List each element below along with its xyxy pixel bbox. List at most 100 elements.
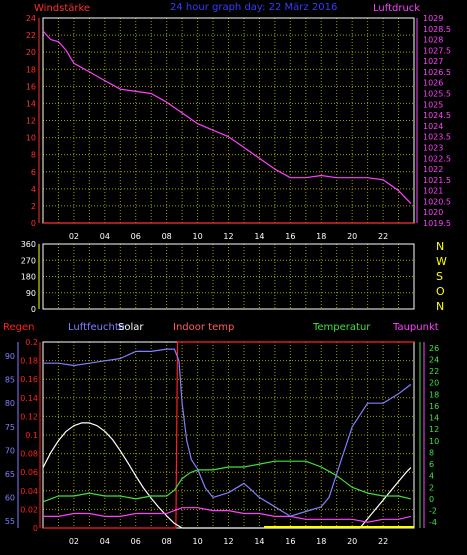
compass-label: S: [436, 270, 443, 283]
rain-y-tick-label: 0.12: [20, 412, 38, 421]
compass-label: W: [436, 255, 447, 268]
temperature-y-tick-label: 20: [429, 379, 439, 388]
graph-title: 24 hour graph day: 22 März 2016: [170, 2, 337, 13]
temperature-y-tick-label: 0: [429, 495, 434, 504]
humidity-y-tick-label: 70: [5, 446, 15, 455]
wind-y-tick-label: 22: [26, 31, 36, 40]
humidity-y-tick-label: 75: [5, 423, 15, 432]
windstaerke-label: Windstärke: [34, 3, 90, 14]
climate-x-tick-label: 04: [100, 537, 110, 546]
wind-x-tick-label: 02: [69, 232, 79, 241]
climate-x-tick-label: 02: [69, 537, 79, 546]
temperature-y-tick-label: 2: [429, 483, 434, 492]
temperature-y-tick-label: 14: [429, 414, 439, 423]
wind-y-tick-label: 0: [31, 219, 36, 228]
temperatur-label: Temperatur: [312, 322, 371, 333]
temperature-y-tick-label: 12: [429, 425, 439, 434]
luftdruck-label: Luftdruck: [373, 3, 420, 14]
wind-x-tick-label: 08: [162, 232, 172, 241]
wind-y-tick-label: 24: [26, 14, 36, 23]
wind-y-tick-label: 8: [31, 151, 36, 160]
luftfeuchte-series-line: [43, 348, 412, 517]
climate-x-tick-label: 06: [131, 537, 141, 546]
solar-label: Solar: [118, 322, 144, 333]
pressure-y-tick-label: 1025: [423, 100, 443, 109]
wind-y-tick-label: 12: [26, 117, 36, 126]
temperature-y-tick-label: 22: [429, 367, 439, 376]
climate-x-tick-label: 18: [316, 537, 326, 546]
wind-x-tick-label: 10: [192, 232, 202, 241]
pressure-y-tick-label: 1019.5: [423, 219, 451, 228]
direction-y-tick-label: 90: [26, 289, 36, 298]
pressure-y-tick-label: 1022.5: [423, 154, 451, 163]
climate-x-tick-label: 12: [223, 537, 233, 546]
rain-y-tick-label: 0.1: [25, 431, 38, 440]
climate-x-tick-label: 16: [285, 537, 295, 546]
rain-y-tick-label: 0.18: [20, 357, 38, 366]
temperature-y-tick-label: -4: [429, 518, 437, 527]
pressure-y-tick-label: 1025.5: [423, 90, 451, 99]
pressure-y-tick-label: 1026: [423, 79, 443, 88]
humidity-y-tick-label: 60: [5, 493, 15, 502]
pressure-y-tick-label: 1027.5: [423, 46, 451, 55]
solar-series-line: [42, 422, 412, 529]
pressure-y-tick-label: 1020: [423, 208, 443, 217]
direction-y-tick-label: 180: [21, 273, 36, 282]
pressure-y-tick-label: 1029: [423, 14, 443, 23]
taupunkt-series-line: [43, 507, 412, 523]
wind-x-tick-label: 18: [316, 232, 326, 241]
pressure-y-tick-label: 1023.5: [423, 133, 451, 142]
wind-y-tick-label: 6: [31, 168, 36, 177]
wind-y-tick-label: 4: [31, 185, 36, 194]
temperature-y-tick-label: 18: [429, 390, 439, 399]
climate-panel: 0 0.02 0.04 0.06 0.08 0.1 0.12 0.14 0.16 0.18 0.2 5…: [5, 338, 439, 546]
temperature-y-tick-label: 4: [429, 472, 434, 481]
luftdruck-series-line: [42, 30, 412, 205]
pressure-y-tick-label: 1021.5: [423, 176, 451, 185]
wind-y-tick-label: 10: [26, 134, 36, 143]
luftfeuchte-label: Luftfeuchte: [68, 322, 125, 333]
pressure-y-tick-label: 1020.5: [423, 197, 451, 206]
wind-x-tick-label: 14: [254, 232, 264, 241]
compass-label: N: [436, 240, 444, 253]
climate-x-tick-label: 08: [162, 537, 172, 546]
pressure-y-tick-label: 1021: [423, 187, 443, 196]
wind-x-tick-label: 06: [131, 232, 141, 241]
pressure-y-tick-label: 1022: [423, 165, 443, 174]
pressure-y-tick-label: 1024: [423, 122, 443, 131]
rain-y-tick-label: 0: [33, 524, 38, 533]
humidity-y-tick-label: 80: [5, 399, 15, 408]
wind-x-tick-label: 22: [378, 232, 388, 241]
pressure-y-tick-label: 1028.5: [423, 25, 451, 34]
humidity-y-tick-label: 85: [5, 376, 15, 385]
temperature-y-tick-label: 24: [429, 355, 439, 364]
direction-y-tick-label: 0: [31, 305, 36, 314]
direction-frame: [42, 243, 415, 310]
rain-y-tick-label: 0.02: [20, 505, 38, 514]
indoor-temp-label: Indoor temp: [173, 322, 234, 333]
rain-y-tick-label: 0.14: [20, 394, 38, 403]
taupunkt-label: Taupunkt: [392, 322, 439, 333]
direction-y-tick-label: 360: [21, 240, 36, 249]
temperature-y-tick-label: 10: [429, 437, 439, 446]
wind-y-tick-label: 16: [26, 82, 36, 91]
wind-x-tick-label: 04: [100, 232, 110, 241]
compass-label: O: [436, 285, 445, 298]
wind-x-tick-label: 12: [223, 232, 233, 241]
wind-y-tick-label: 2: [31, 202, 36, 211]
wind-y-tick-label: 20: [26, 48, 36, 57]
regen-label: Regen: [3, 322, 35, 333]
pressure-y-tick-label: 1024.5: [423, 111, 451, 120]
rain-y-tick-label: 0.2: [25, 338, 38, 347]
pressure-y-tick-label: 1027: [423, 57, 443, 66]
direction-y-tick-label: 270: [21, 256, 36, 265]
rain-y-tick-label: 0.16: [20, 375, 38, 384]
humidity-y-tick-label: 55: [5, 517, 15, 526]
climate-x-tick-label: 14: [254, 537, 264, 546]
temperature-y-tick-label: 8: [429, 448, 434, 457]
pressure-y-tick-label: 1026.5: [423, 68, 451, 77]
pressure-y-tick-label: 1028: [423, 36, 443, 45]
rain-y-tick-label: 0.06: [20, 468, 38, 477]
temperatur-series-line: [42, 460, 412, 503]
